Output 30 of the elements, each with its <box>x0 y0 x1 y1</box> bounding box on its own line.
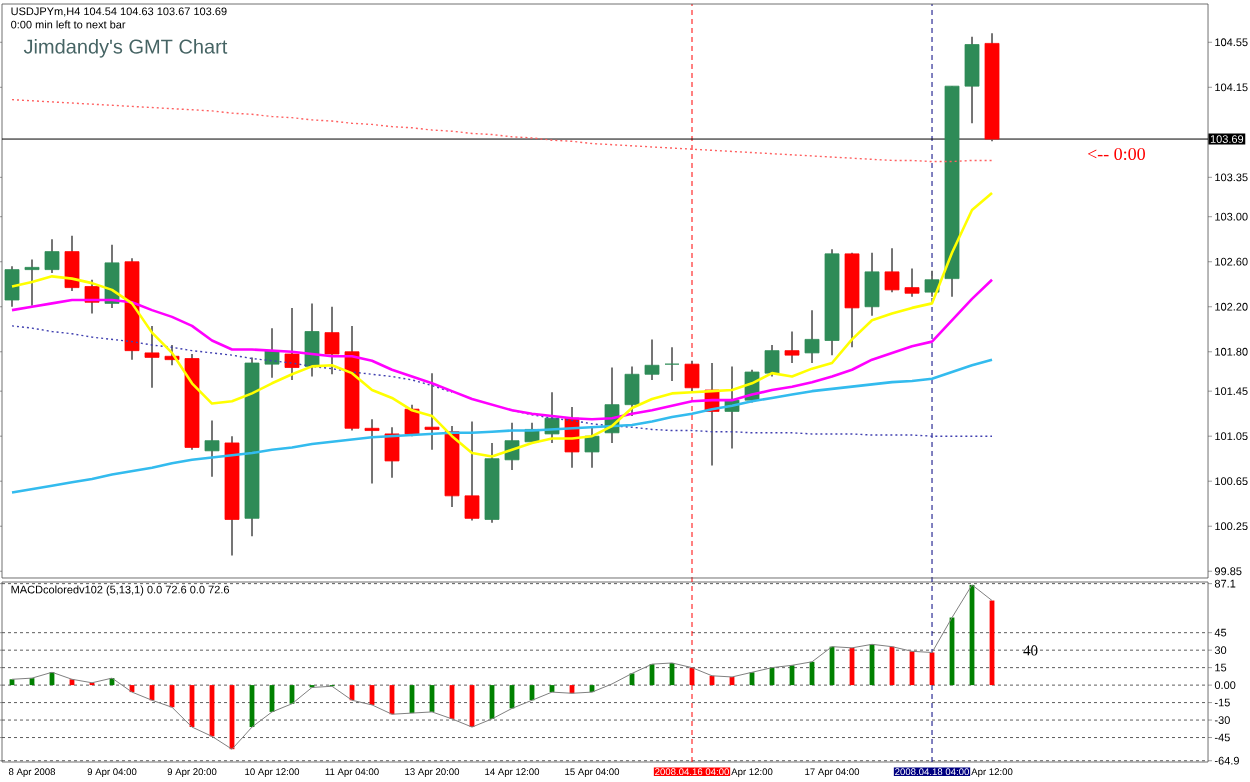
candlestick <box>964 35 980 125</box>
candlestick <box>684 359 700 394</box>
candlestick <box>624 365 640 417</box>
candlestick <box>404 403 420 438</box>
candlestick <box>144 324 160 389</box>
candlestick <box>384 426 400 479</box>
candlestick <box>784 330 800 364</box>
candlestick <box>864 251 880 317</box>
candlestick <box>24 258 40 307</box>
candlestick <box>764 344 780 378</box>
candlestick <box>464 420 480 522</box>
candlestick <box>664 346 680 382</box>
candlestick <box>204 419 220 478</box>
candlestick <box>904 267 920 298</box>
candlestick <box>884 247 900 294</box>
candlestick <box>644 338 660 381</box>
candlestick <box>284 306 300 381</box>
candlestick <box>424 372 440 451</box>
candlestick <box>44 238 60 274</box>
candlestick <box>64 234 80 292</box>
candlestick <box>324 305 340 376</box>
candlestick <box>364 418 380 485</box>
candlestick <box>804 309 820 364</box>
annotation: Jimdandy's GMT Chart <box>23 39 228 58</box>
candlestick <box>264 327 280 379</box>
text: <-- 0:00 <box>1087 147 1145 161</box>
candlestick <box>4 265 20 308</box>
candlestick <box>924 269 940 298</box>
candlestick <box>304 302 320 378</box>
candlestick <box>584 426 600 469</box>
